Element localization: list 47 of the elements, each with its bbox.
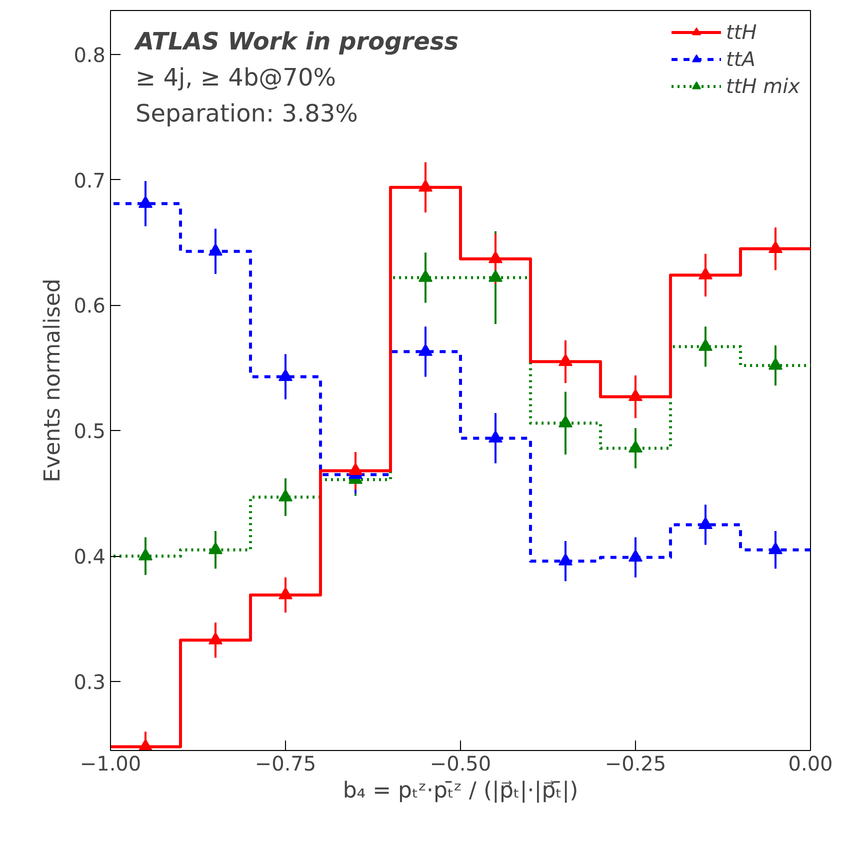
point	[278, 489, 292, 502]
y-tick-label: 0.7	[74, 168, 106, 192]
x-tick-label: −0.25	[604, 752, 666, 776]
point	[628, 388, 642, 402]
point	[488, 270, 502, 282]
annotation: ATLAS Work in progress	[134, 28, 458, 56]
y-tick-label: 0.6	[74, 294, 106, 318]
y-tick-label: 0.3	[74, 670, 106, 694]
point	[558, 415, 572, 428]
point	[418, 179, 432, 192]
x-tick-label: −0.75	[254, 752, 316, 776]
point	[138, 548, 152, 560]
x-axis-title: b₄ = pₜᶻ·pₜ̄ᶻ / (|p⃗ₜ|·|p⃗ₜ̄|)	[342, 778, 578, 804]
point	[768, 240, 782, 254]
point	[698, 338, 712, 351]
point	[138, 738, 152, 750]
point	[488, 250, 502, 264]
point	[278, 368, 292, 381]
x-tick-label: −1.00	[80, 752, 142, 776]
point	[418, 270, 432, 282]
point	[208, 243, 222, 256]
point	[628, 549, 642, 562]
point	[488, 430, 502, 442]
point	[208, 632, 222, 644]
y-axis-title: Events normalised	[40, 278, 66, 482]
legend-label: ttH mix	[726, 74, 800, 98]
y-tick-label: 0.5	[74, 419, 106, 444]
legend-label: ttA	[726, 47, 756, 71]
point	[208, 542, 222, 554]
y-tick-label: 0.4	[74, 544, 106, 569]
legend-label: ttH	[726, 20, 757, 44]
x-tick-label: −0.50	[430, 752, 492, 776]
point	[628, 440, 642, 452]
annotation: ≥ 4j, ≥ 4b@70%	[136, 64, 336, 92]
x-tick-label: 0.00	[788, 752, 833, 776]
point	[768, 542, 782, 554]
point	[698, 516, 712, 529]
point	[558, 553, 572, 566]
point	[138, 196, 152, 208]
point	[698, 267, 712, 280]
point	[768, 357, 782, 370]
y-tick-label: 0.8	[74, 42, 106, 67]
annotation: Separation: 3.83%	[136, 100, 358, 128]
point	[418, 344, 432, 356]
point	[558, 354, 572, 366]
point	[348, 462, 362, 476]
point	[278, 586, 292, 600]
